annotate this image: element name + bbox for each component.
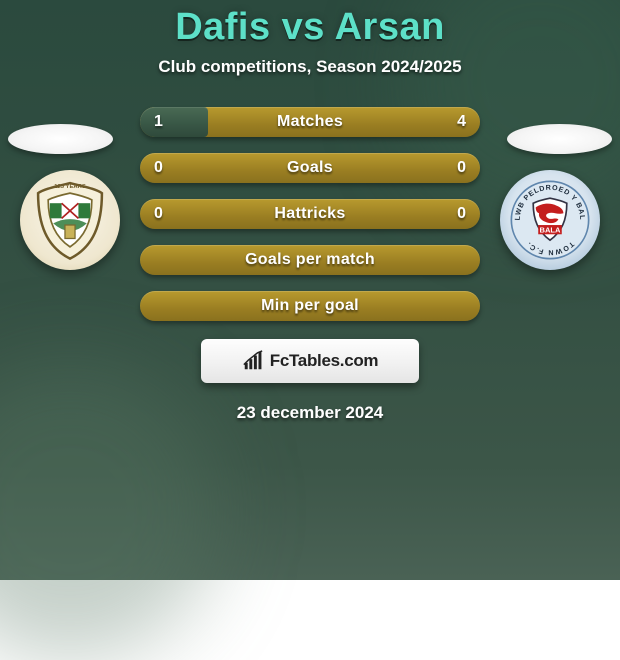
stat-label: Goals (287, 159, 333, 177)
stat-bars: 1 Matches 4 0 Goals 0 0 Hattricks 0 Goal… (140, 107, 480, 321)
left-crest-icon: 125 YEARS (28, 178, 112, 262)
stat-right-value: 0 (457, 205, 466, 223)
svg-text:125 YEARS: 125 YEARS (54, 184, 86, 190)
brand-text: FcTables.com (270, 351, 379, 371)
stat-label: Goals per match (245, 251, 375, 269)
stat-label: Min per goal (261, 297, 359, 315)
page-title: Dafis vs Arsan (175, 6, 445, 49)
right-team-crest: CLWB PELDROED Y BALA TOWN F.C. BALA (500, 170, 600, 270)
stat-bar-goals-per-match: Goals per match (140, 245, 480, 275)
stat-bar-matches: 1 Matches 4 (140, 107, 480, 137)
stat-right-value: 4 (457, 113, 466, 131)
stage: Dafis vs Arsan Club competitions, Season… (0, 0, 620, 580)
right-crest-icon: CLWB PELDROED Y BALA TOWN F.C. BALA (508, 178, 592, 262)
right-photo-placeholder (507, 124, 612, 154)
left-team-crest: 125 YEARS (20, 170, 120, 270)
stat-left-value: 0 (154, 159, 163, 177)
stat-label: Hattricks (274, 205, 345, 223)
stat-bar-min-per-goal: Min per goal (140, 291, 480, 321)
stat-right-value: 0 (457, 159, 466, 177)
brand-chart-icon (242, 350, 264, 372)
brand-plate: FcTables.com (201, 339, 419, 383)
stat-bar-fill (140, 107, 208, 137)
stat-left-value: 0 (154, 205, 163, 223)
stat-label: Matches (277, 113, 343, 131)
left-photo-placeholder (8, 124, 113, 154)
date-label: 23 december 2024 (237, 403, 384, 423)
stat-bar-goals: 0 Goals 0 (140, 153, 480, 183)
svg-text:BALA: BALA (540, 226, 562, 235)
stat-bar-hattricks: 0 Hattricks 0 (140, 199, 480, 229)
subtitle: Club competitions, Season 2024/2025 (158, 57, 461, 77)
stat-left-value: 1 (154, 113, 163, 131)
